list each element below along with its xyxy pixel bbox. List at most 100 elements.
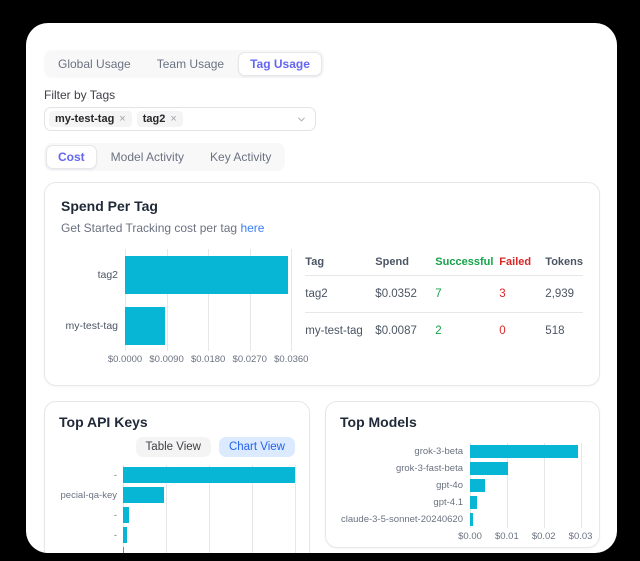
bar-track: [470, 511, 585, 528]
x-axis-spacer: [340, 531, 470, 543]
cell-failed: 3: [499, 288, 506, 300]
gridline: [291, 300, 293, 351]
spend-table-header: Tag Spend Successful Failed Tokens: [305, 249, 583, 275]
bar: [470, 445, 578, 458]
x-axis-tick-label: $0.0000: [107, 354, 143, 365]
gridline: [295, 545, 296, 553]
gridline: [209, 505, 210, 525]
bar-category-label: -: [59, 550, 123, 554]
x-axis-tick-label: $0.0180: [190, 354, 226, 365]
gridline: [166, 505, 167, 525]
gridline: [209, 545, 210, 553]
usage-tab-bar: Global Usage Team Usage Tag Usage: [44, 50, 324, 78]
bar-category-label: pecial-qa-key: [60, 489, 118, 501]
tab-tag-usage[interactable]: Tag Usage: [238, 52, 322, 76]
tab-key-activity[interactable]: Key Activity: [210, 150, 272, 164]
cell-successful: 2: [435, 325, 442, 337]
chart-row: my-test-tag: [61, 300, 293, 351]
gridline: [166, 525, 167, 545]
x-axis-tick-label: $0.0360: [274, 354, 309, 365]
gridline: [506, 477, 508, 494]
gridline: [295, 485, 296, 505]
bar-track: [123, 505, 296, 525]
bottom-cards-row: Top API Keys Table View Chart View - peci…: [44, 401, 600, 553]
cell-spend: $0.0352: [375, 288, 417, 300]
tab-model-activity[interactable]: Model Activity: [110, 150, 185, 164]
models-card-title: Top Models: [340, 414, 417, 430]
chart-row: claude-3-5-sonnet-20240620: [340, 511, 585, 528]
bar: [470, 513, 473, 526]
tab-team-usage[interactable]: Team Usage: [156, 57, 225, 71]
gridline: [209, 525, 210, 545]
gridline: [209, 485, 210, 505]
bar-category-label: -: [113, 529, 117, 541]
gridline: [580, 511, 582, 528]
bar: [125, 255, 288, 294]
x-axis-ticks: $0.00 $0.01 $0.02 $0.03: [458, 531, 592, 543]
x-axis-tick-label: $0.0270: [232, 354, 267, 365]
gridline: [166, 300, 168, 351]
api-keys-card-title: Top API Keys: [59, 414, 148, 430]
chart-row: grok-3-beta: [340, 443, 585, 460]
top-api-keys-card: Top API Keys Table View Chart View - peci…: [44, 401, 310, 553]
view-toggle: Table View Chart View: [59, 437, 295, 457]
bar-track: [125, 249, 293, 300]
bar: [125, 306, 166, 345]
bar: [123, 507, 130, 523]
cell-tokens: 518: [545, 325, 565, 337]
tab-global-usage[interactable]: Global Usage: [58, 57, 131, 71]
cell-successful: 7: [435, 288, 442, 300]
gridline: [249, 300, 251, 351]
bar-category-label: -: [113, 469, 117, 481]
spend-per-tag-chart: tag2 my-test-tag $0.0000 $0.0090 $0.0180 $0.0…: [61, 249, 309, 366]
gridline: [291, 249, 293, 300]
bar-track: [470, 443, 585, 460]
filter-by-tags-label: Filter by Tags: [44, 88, 116, 102]
gridline: [580, 494, 582, 511]
table-view-button[interactable]: Table View: [135, 437, 211, 457]
bar-category-label: gpt-4o: [436, 480, 463, 491]
chart-row: gpt-4o: [340, 477, 585, 494]
gridline: [295, 465, 296, 485]
chart-row: tag2: [61, 249, 293, 300]
col-failed: Failed: [499, 256, 532, 268]
bar-track: [123, 485, 296, 505]
chart-row: gpt-4.1: [340, 494, 585, 511]
col-tokens: Tokens: [545, 256, 583, 268]
gridline: [252, 545, 253, 553]
bar-category-label: tag2: [97, 268, 118, 281]
spend-card-title: Spend Per Tag: [61, 198, 158, 214]
gridline: [543, 460, 545, 477]
bar-category-label: grok-3-fast-beta: [395, 463, 463, 474]
gridline: [208, 300, 210, 351]
bar: [470, 496, 477, 509]
gridline: [506, 494, 508, 511]
bar-category-label: gpt-4.1: [433, 497, 463, 508]
gridline: [580, 443, 582, 460]
page-content: Global Usage Team Usage Tag Usage Filter…: [26, 23, 617, 553]
tag-chip: my-test-tag ×: [49, 111, 132, 127]
chip-remove-icon[interactable]: ×: [119, 112, 126, 125]
cell-tag: my-test-tag: [305, 325, 363, 337]
get-started-link[interactable]: here: [240, 221, 265, 235]
bar: [470, 479, 485, 492]
chip-remove-icon[interactable]: ×: [170, 112, 177, 125]
chart-row: -: [59, 505, 296, 525]
bar-track: [125, 300, 293, 351]
tags-select[interactable]: my-test-tag × tag2 ×: [44, 107, 316, 131]
subtitle-text: Get Started Tracking cost per tag: [61, 221, 238, 235]
bar: [123, 487, 164, 503]
bar: [123, 527, 127, 543]
cell-tokens: 2,939: [545, 288, 575, 300]
gridline: [166, 485, 167, 505]
bar-track: [470, 477, 585, 494]
chevron-down-icon[interactable]: [296, 114, 307, 125]
bar-track: [123, 465, 296, 485]
x-axis: $0.0000 $0.0090 $0.0180 $0.0270 $0.0360: [61, 354, 309, 366]
cell-tag: tag2: [305, 288, 328, 300]
tab-cost[interactable]: Cost: [46, 145, 97, 169]
col-spend: Spend: [375, 256, 409, 268]
spend-card-body: tag2 my-test-tag $0.0000 $0.0090 $0.0180 $0.0…: [61, 245, 583, 366]
gridline: [295, 505, 296, 525]
chart-view-button[interactable]: Chart View: [218, 437, 295, 457]
